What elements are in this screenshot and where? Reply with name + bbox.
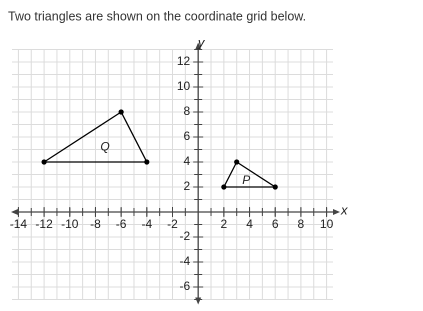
vertex bbox=[41, 159, 47, 165]
axis-arrow bbox=[11, 209, 18, 215]
axis-arrow bbox=[195, 297, 202, 305]
x-tick-label: -6 bbox=[116, 217, 127, 231]
y-tick-label: 10 bbox=[177, 79, 191, 93]
x-tick-label: 4 bbox=[246, 217, 253, 231]
y-tick-label: 8 bbox=[183, 104, 190, 118]
x-tick-label: 2 bbox=[221, 217, 228, 231]
y-tick-label: 2 bbox=[183, 179, 190, 193]
vertex bbox=[221, 184, 227, 190]
y-tick-label: -4 bbox=[180, 254, 191, 268]
triangle bbox=[41, 111, 148, 163]
x-tick-label: -4 bbox=[141, 217, 152, 231]
x-axis-label: x bbox=[340, 202, 348, 217]
triangle-label: Q bbox=[100, 140, 109, 154]
x-tick-label: -12 bbox=[35, 217, 53, 231]
y-tick-label: -2 bbox=[180, 229, 191, 243]
x-tick-label: -10 bbox=[61, 217, 79, 231]
x-tick-label: 8 bbox=[298, 217, 305, 231]
x-tick-label: -8 bbox=[90, 217, 101, 231]
vertex bbox=[272, 184, 278, 190]
triangle-label: P bbox=[242, 173, 250, 187]
vertex bbox=[118, 109, 124, 115]
axis-arrow bbox=[333, 209, 340, 215]
y-tick-label: 12 bbox=[177, 54, 191, 68]
x-tick-label: -2 bbox=[167, 217, 178, 231]
x-tick-label: 10 bbox=[320, 217, 334, 231]
vertex bbox=[144, 159, 150, 165]
y-tick-label: -6 bbox=[180, 279, 191, 293]
vertex bbox=[234, 159, 240, 165]
x-tick-label: 6 bbox=[272, 217, 279, 231]
y-tick-label: 4 bbox=[183, 154, 190, 168]
x-tick-label: -14 bbox=[10, 217, 28, 231]
y-axis-label: y bbox=[197, 35, 206, 50]
chart-title: Two triangles are shown on the coordinat… bbox=[8, 9, 306, 23]
axis-arrow bbox=[195, 42, 202, 50]
triangle bbox=[222, 161, 278, 188]
y-tick-label: 6 bbox=[183, 129, 190, 143]
